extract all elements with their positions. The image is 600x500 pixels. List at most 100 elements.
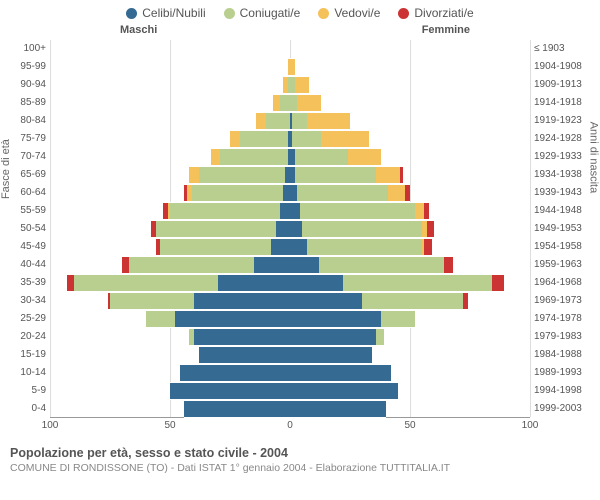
age-label: 85-89 (8, 97, 46, 108)
bar-segment-male (163, 202, 168, 220)
pyramid-row (50, 382, 530, 400)
bar-segment-female (424, 238, 431, 256)
age-label: 100+ (8, 43, 46, 54)
birth-year-label: 1934-1938 (534, 169, 592, 180)
bar-segment-female (424, 202, 429, 220)
bar-segment-male (280, 202, 290, 220)
bar-segment-female (297, 184, 388, 202)
age-label: 95-99 (8, 61, 46, 72)
bar-segment-male (194, 292, 290, 310)
bar-segment-male (230, 130, 240, 148)
pyramid-row (50, 220, 530, 238)
pyramid-row (50, 184, 530, 202)
age-label: 45-49 (8, 241, 46, 252)
bar-segment-female (415, 202, 425, 220)
x-tick-label: 50 (164, 420, 175, 431)
age-label: 55-59 (8, 205, 46, 216)
bar-segment-male (108, 292, 110, 310)
age-label: 60-64 (8, 187, 46, 198)
birth-year-label: 1914-1918 (534, 97, 592, 108)
bar-segment-male (160, 238, 270, 256)
bar-segment-female (307, 238, 422, 256)
bar-segment-male (192, 184, 283, 202)
bar-segment-female (295, 148, 348, 166)
bar-segment-male (283, 184, 290, 202)
bar-segment-female (492, 274, 504, 292)
pyramid-row (50, 58, 530, 76)
bar-segment-female (290, 58, 295, 76)
bar-segment-female (290, 274, 343, 292)
bar-segment-female (300, 202, 415, 220)
female-label: Femmine (422, 24, 470, 36)
legend-item: Coniugati/e (224, 6, 301, 20)
bar-segment-female (290, 328, 376, 346)
bar-segment-male (187, 184, 192, 202)
age-label: 65-69 (8, 169, 46, 180)
bar-segment-male (156, 220, 276, 238)
bar-segment-male (122, 256, 129, 274)
pyramid-row (50, 202, 530, 220)
bar-segment-female (290, 382, 398, 400)
age-label: 70-74 (8, 151, 46, 162)
bar-segment-female (348, 148, 382, 166)
age-label: 10-14 (8, 367, 46, 378)
pyramid-row (50, 292, 530, 310)
birth-year-label: 1944-1948 (534, 205, 592, 216)
bar-segment-male (146, 310, 175, 328)
age-label: 5-9 (8, 385, 46, 396)
bar-segment-male (129, 256, 254, 274)
bar-segment-female (321, 130, 369, 148)
pyramid-row (50, 238, 530, 256)
bar-segment-male (256, 112, 266, 130)
chart-title: Popolazione per età, sesso e stato civil… (10, 446, 590, 460)
pyramid-row (50, 346, 530, 364)
birth-year-label: 1959-1963 (534, 259, 592, 270)
bar-segment-female (290, 346, 372, 364)
birth-year-label: 1924-1928 (534, 133, 592, 144)
pyramid-row (50, 328, 530, 346)
population-pyramid-chart: Celibi/Nubili Coniugati/e Vedovi/e Divorzia… (0, 0, 600, 500)
bar-segment-male (175, 310, 290, 328)
pyramid-row (50, 274, 530, 292)
birth-year-label: ≤ 1903 (534, 43, 592, 54)
bar-segment-male (184, 184, 186, 202)
bar-segment-male (74, 274, 218, 292)
legend-label: Vedovi/e (334, 6, 380, 20)
pyramid-row (50, 166, 530, 184)
bar-segment-female (297, 94, 321, 112)
bar-segment-female (400, 166, 402, 184)
footer: Popolazione per età, sesso e stato civil… (0, 438, 600, 474)
bar-segment-female (376, 166, 400, 184)
legend-item: Celibi/Nubili (126, 6, 205, 20)
birth-year-label: 1979-1983 (534, 331, 592, 342)
birth-year-label: 1909-1913 (534, 79, 592, 90)
birth-year-label: 1929-1933 (534, 151, 592, 162)
bar-segment-male (199, 166, 285, 184)
bar-segment-female (295, 76, 309, 94)
pyramid-row (50, 364, 530, 382)
pyramid-row (50, 256, 530, 274)
bar-segment-male (151, 220, 156, 238)
bar-segment-male (184, 400, 290, 418)
pyramid-row (50, 112, 530, 130)
bar-segment-female (292, 130, 321, 148)
bar-segment-male (170, 382, 290, 400)
pyramid-row (50, 148, 530, 166)
birth-year-label: 1904-1908 (534, 61, 592, 72)
birth-year-label: 1919-1923 (534, 115, 592, 126)
bar-segment-female (381, 310, 415, 328)
legend-label: Divorziati/e (414, 6, 473, 20)
birth-year-label: 1984-1988 (534, 349, 592, 360)
bar-segment-female (290, 202, 300, 220)
age-label: 90-94 (8, 79, 46, 90)
bar-segment-female (343, 274, 492, 292)
bar-segment-female (463, 292, 468, 310)
legend-swatch (398, 8, 409, 19)
male-label: Maschi (120, 24, 157, 36)
x-tick-label: 50 (404, 420, 415, 431)
bar-segment-male (199, 346, 290, 364)
birth-year-label: 1999-2003 (534, 403, 592, 414)
bar-segment-male (240, 130, 288, 148)
bar-segment-female (290, 256, 319, 274)
bar-segment-female (290, 310, 381, 328)
